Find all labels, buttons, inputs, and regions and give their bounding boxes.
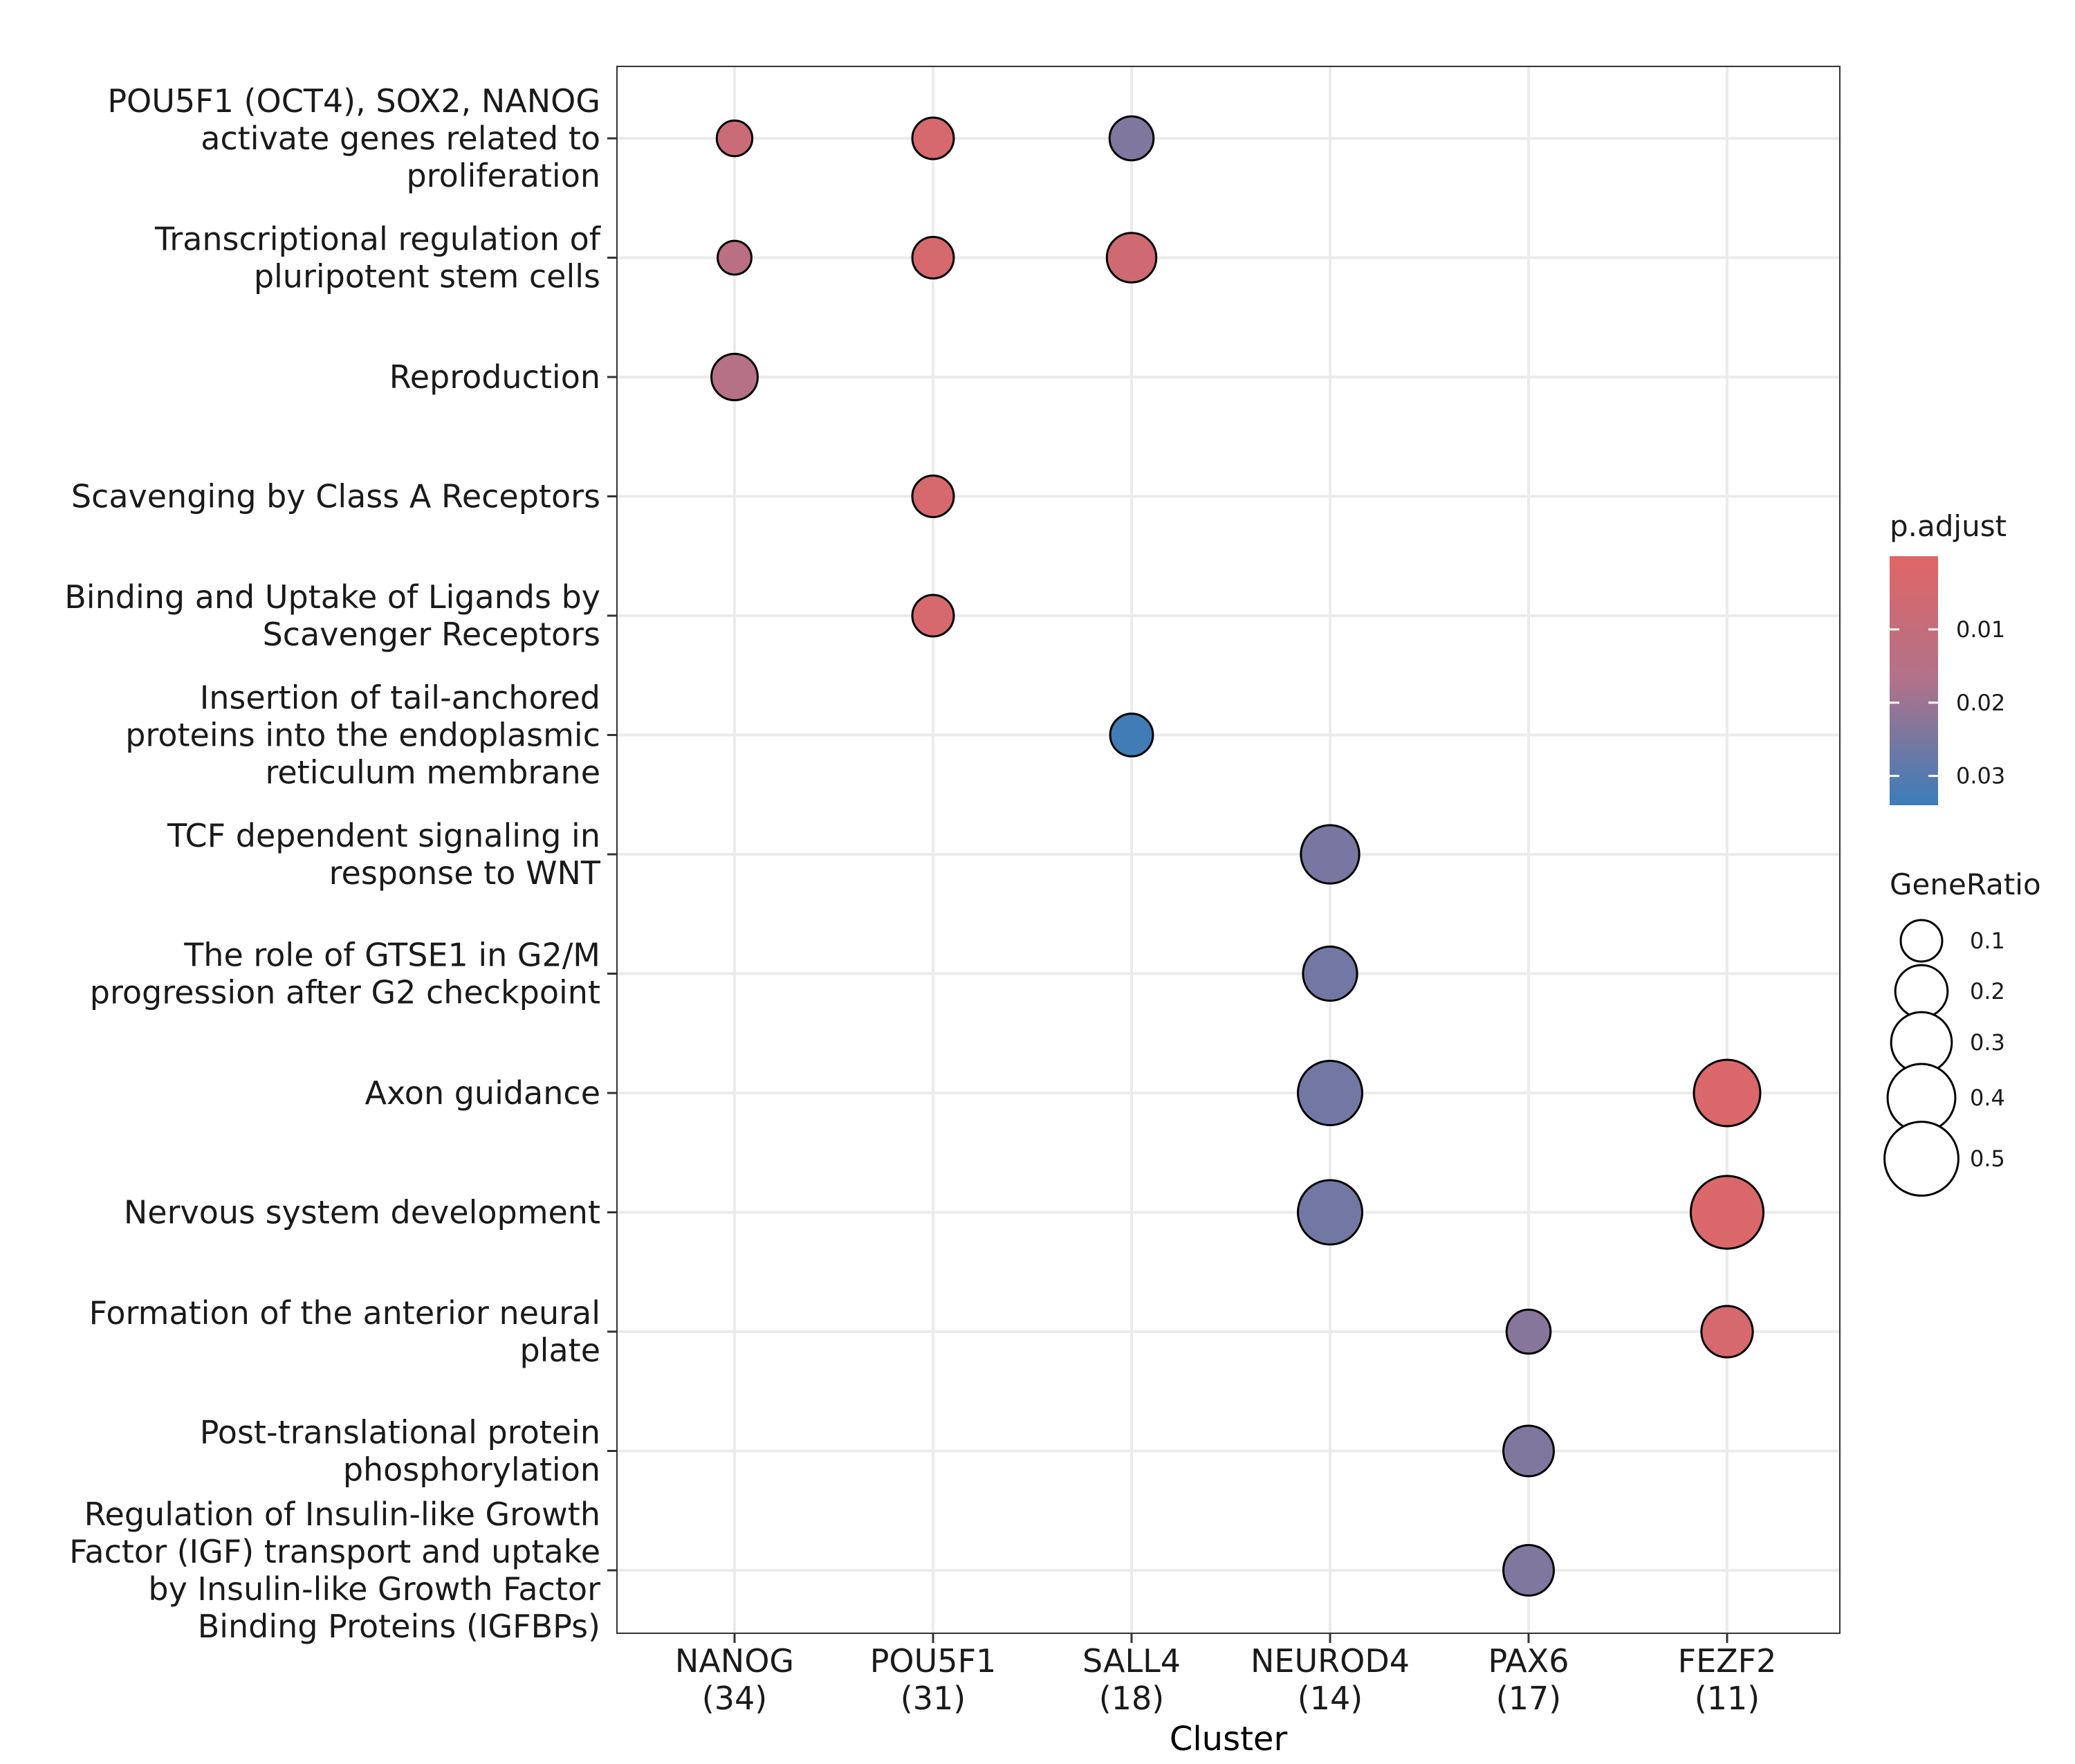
y-tick-label-line: TCF dependent signaling in (167, 817, 600, 854)
x-tick-label-name: SALL4 (1082, 1642, 1181, 1680)
data-point (1105, 232, 1158, 284)
y-tick-label-line: Regulation of Insulin-like Growth (84, 1496, 600, 1533)
data-point (911, 116, 955, 160)
size-legend-label: 0.4 (1970, 1085, 2005, 1111)
data-point (1700, 1305, 1754, 1359)
color-legend-tick-label: 0.03 (1956, 763, 2005, 789)
data-point (1300, 824, 1361, 885)
data-point (1302, 945, 1358, 1002)
y-tick-label: Binding and Uptake of Ligands by Scavenge… (64, 578, 600, 653)
x-tick-label-name: FEZF2 (1678, 1642, 1777, 1680)
color-legend-tick-label: 0.02 (1956, 690, 2005, 716)
y-tick-label-line: Binding Proteins (IGFBPs) (198, 1608, 600, 1645)
x-tick-label-count: (17) (1496, 1680, 1561, 1717)
size-legend-label: 0.5 (1970, 1146, 2005, 1172)
data-point (715, 119, 754, 158)
data-point (1505, 1308, 1552, 1355)
y-tick-label-line: Axon guidance (365, 1074, 600, 1112)
y-tick-label-line: activate genes related to (201, 120, 600, 157)
x-tick-label-count: (11) (1695, 1680, 1760, 1717)
size-legend-label: 0.2 (1970, 978, 2005, 1004)
y-tick-label: Insertion of tail-anchored proteins into … (125, 679, 600, 791)
x-tick-label-name: POU5F1 (870, 1642, 997, 1680)
color-legend-bar (1890, 556, 1938, 805)
y-tick-label: Reproduction (389, 358, 600, 396)
x-tick-label-name: NEUROD4 (1251, 1642, 1410, 1680)
data-point (1297, 1179, 1363, 1246)
color-legend: p.adjust 0.01 0.02 0.03 (1890, 509, 2007, 805)
color-legend-title: p.adjust (1890, 509, 2007, 543)
size-legend-circle (1894, 964, 1949, 1019)
y-axis-tick-labels: POU5F1 (OCT4), SOX2, NANOG activate genes… (64, 82, 602, 1645)
data-point (911, 594, 955, 638)
data-point (1689, 1175, 1765, 1250)
data-point (1502, 1424, 1555, 1478)
size-legend-label: 0.3 (1970, 1029, 2005, 1056)
y-tick-label-line: Binding and Uptake of Ligands by (64, 578, 600, 616)
y-tick-label: Scavenging by Class A Receptors (71, 478, 600, 515)
y-tick-label-line: Transcriptional regulation of (154, 221, 602, 258)
x-tick-label-count: (34) (702, 1680, 767, 1717)
y-tick-label-line: proliferation (406, 157, 600, 194)
y-tick-label-line: POU5F1 (OCT4), SOX2, NANOG (107, 82, 600, 120)
y-tick-label: POU5F1 (OCT4), SOX2, NANOG activate genes… (107, 82, 600, 194)
x-tick-label-name: NANOG (675, 1642, 794, 1680)
y-tick-label: Post-translational protein phosphorylatio… (200, 1414, 600, 1489)
y-tick-label-line: Scavenging by Class A Receptors (71, 478, 600, 515)
plot-panel-border (616, 66, 1841, 1634)
data-point (1502, 1544, 1555, 1597)
y-tick-label-line: Scavenger Receptors (263, 616, 600, 653)
y-tick-label-line: Insertion of tail-anchored (200, 679, 600, 717)
y-tick-label-line: plate (519, 1332, 600, 1369)
size-legend-circle (1899, 919, 1944, 963)
y-tick-label-line: response to WNT (329, 854, 601, 892)
y-tick-label: Transcriptional regulation of pluripotent… (154, 221, 602, 295)
y-tick-label: Axon guidance (365, 1074, 600, 1112)
size-legend: GeneRatio 0.1 0.2 0.3 0.4 0.5 (1883, 867, 2041, 1197)
data-point (710, 353, 759, 401)
y-tick-label-line: phosphorylation (343, 1451, 600, 1489)
y-tick-label-line: The role of GTSE1 in G2/M (183, 937, 600, 974)
y-tick-label: The role of GTSE1 in G2/M progression aft… (90, 937, 600, 1011)
y-tick-label-line: Formation of the anterior neural (89, 1294, 600, 1332)
axis-ticks (607, 137, 1728, 1643)
data-point (911, 475, 955, 518)
size-legend-title: GeneRatio (1890, 867, 2041, 901)
data-point (1297, 1060, 1363, 1126)
data-point (911, 236, 955, 279)
y-tick-label-line: Reproduction (389, 358, 600, 396)
y-tick-label-line: Post-translational protein (200, 1414, 600, 1451)
data-point (1108, 115, 1155, 162)
y-tick-label-line: by Insulin-like Growth Factor (148, 1570, 600, 1608)
x-tick-label-count: (31) (901, 1680, 966, 1717)
y-tick-label-line: proteins into the endoplasmic (125, 717, 600, 754)
data-point (717, 239, 753, 276)
x-axis-tick-labels: NANOG(34) POU5F1(31) SALL4(18) NEUROD4(14) P… (675, 1642, 1776, 1717)
data-point (1693, 1058, 1762, 1128)
y-tick-label-line: Nervous system development (124, 1194, 600, 1231)
y-tick-label: Formation of the anterior neural plate (89, 1294, 600, 1369)
x-axis-title: Cluster (1170, 1720, 1288, 1758)
y-tick-label-line: pluripotent stem cells (254, 258, 600, 295)
size-legend-label: 0.1 (1970, 928, 2005, 954)
y-tick-label: Nervous system development (124, 1194, 600, 1231)
y-tick-label-line: reticulum membrane (265, 754, 600, 791)
x-tick-label-count: (18) (1099, 1680, 1164, 1717)
grid (617, 66, 1840, 1633)
color-legend-tick-label: 0.01 (1956, 616, 2005, 643)
data-point (1109, 713, 1154, 757)
y-tick-label-line: Factor (IGF) transport and uptake (69, 1533, 600, 1570)
size-legend-circle (1883, 1121, 1959, 1197)
y-tick-label: TCF dependent signaling in response to WN… (167, 817, 601, 892)
y-tick-label-line: progression after G2 checkpoint (90, 974, 600, 1011)
x-tick-label-count: (14) (1298, 1680, 1363, 1717)
y-tick-label: Regulation of Insulin-like Growth Factor … (69, 1496, 600, 1645)
data-points (710, 115, 1765, 1597)
x-tick-label-name: PAX6 (1488, 1642, 1569, 1680)
